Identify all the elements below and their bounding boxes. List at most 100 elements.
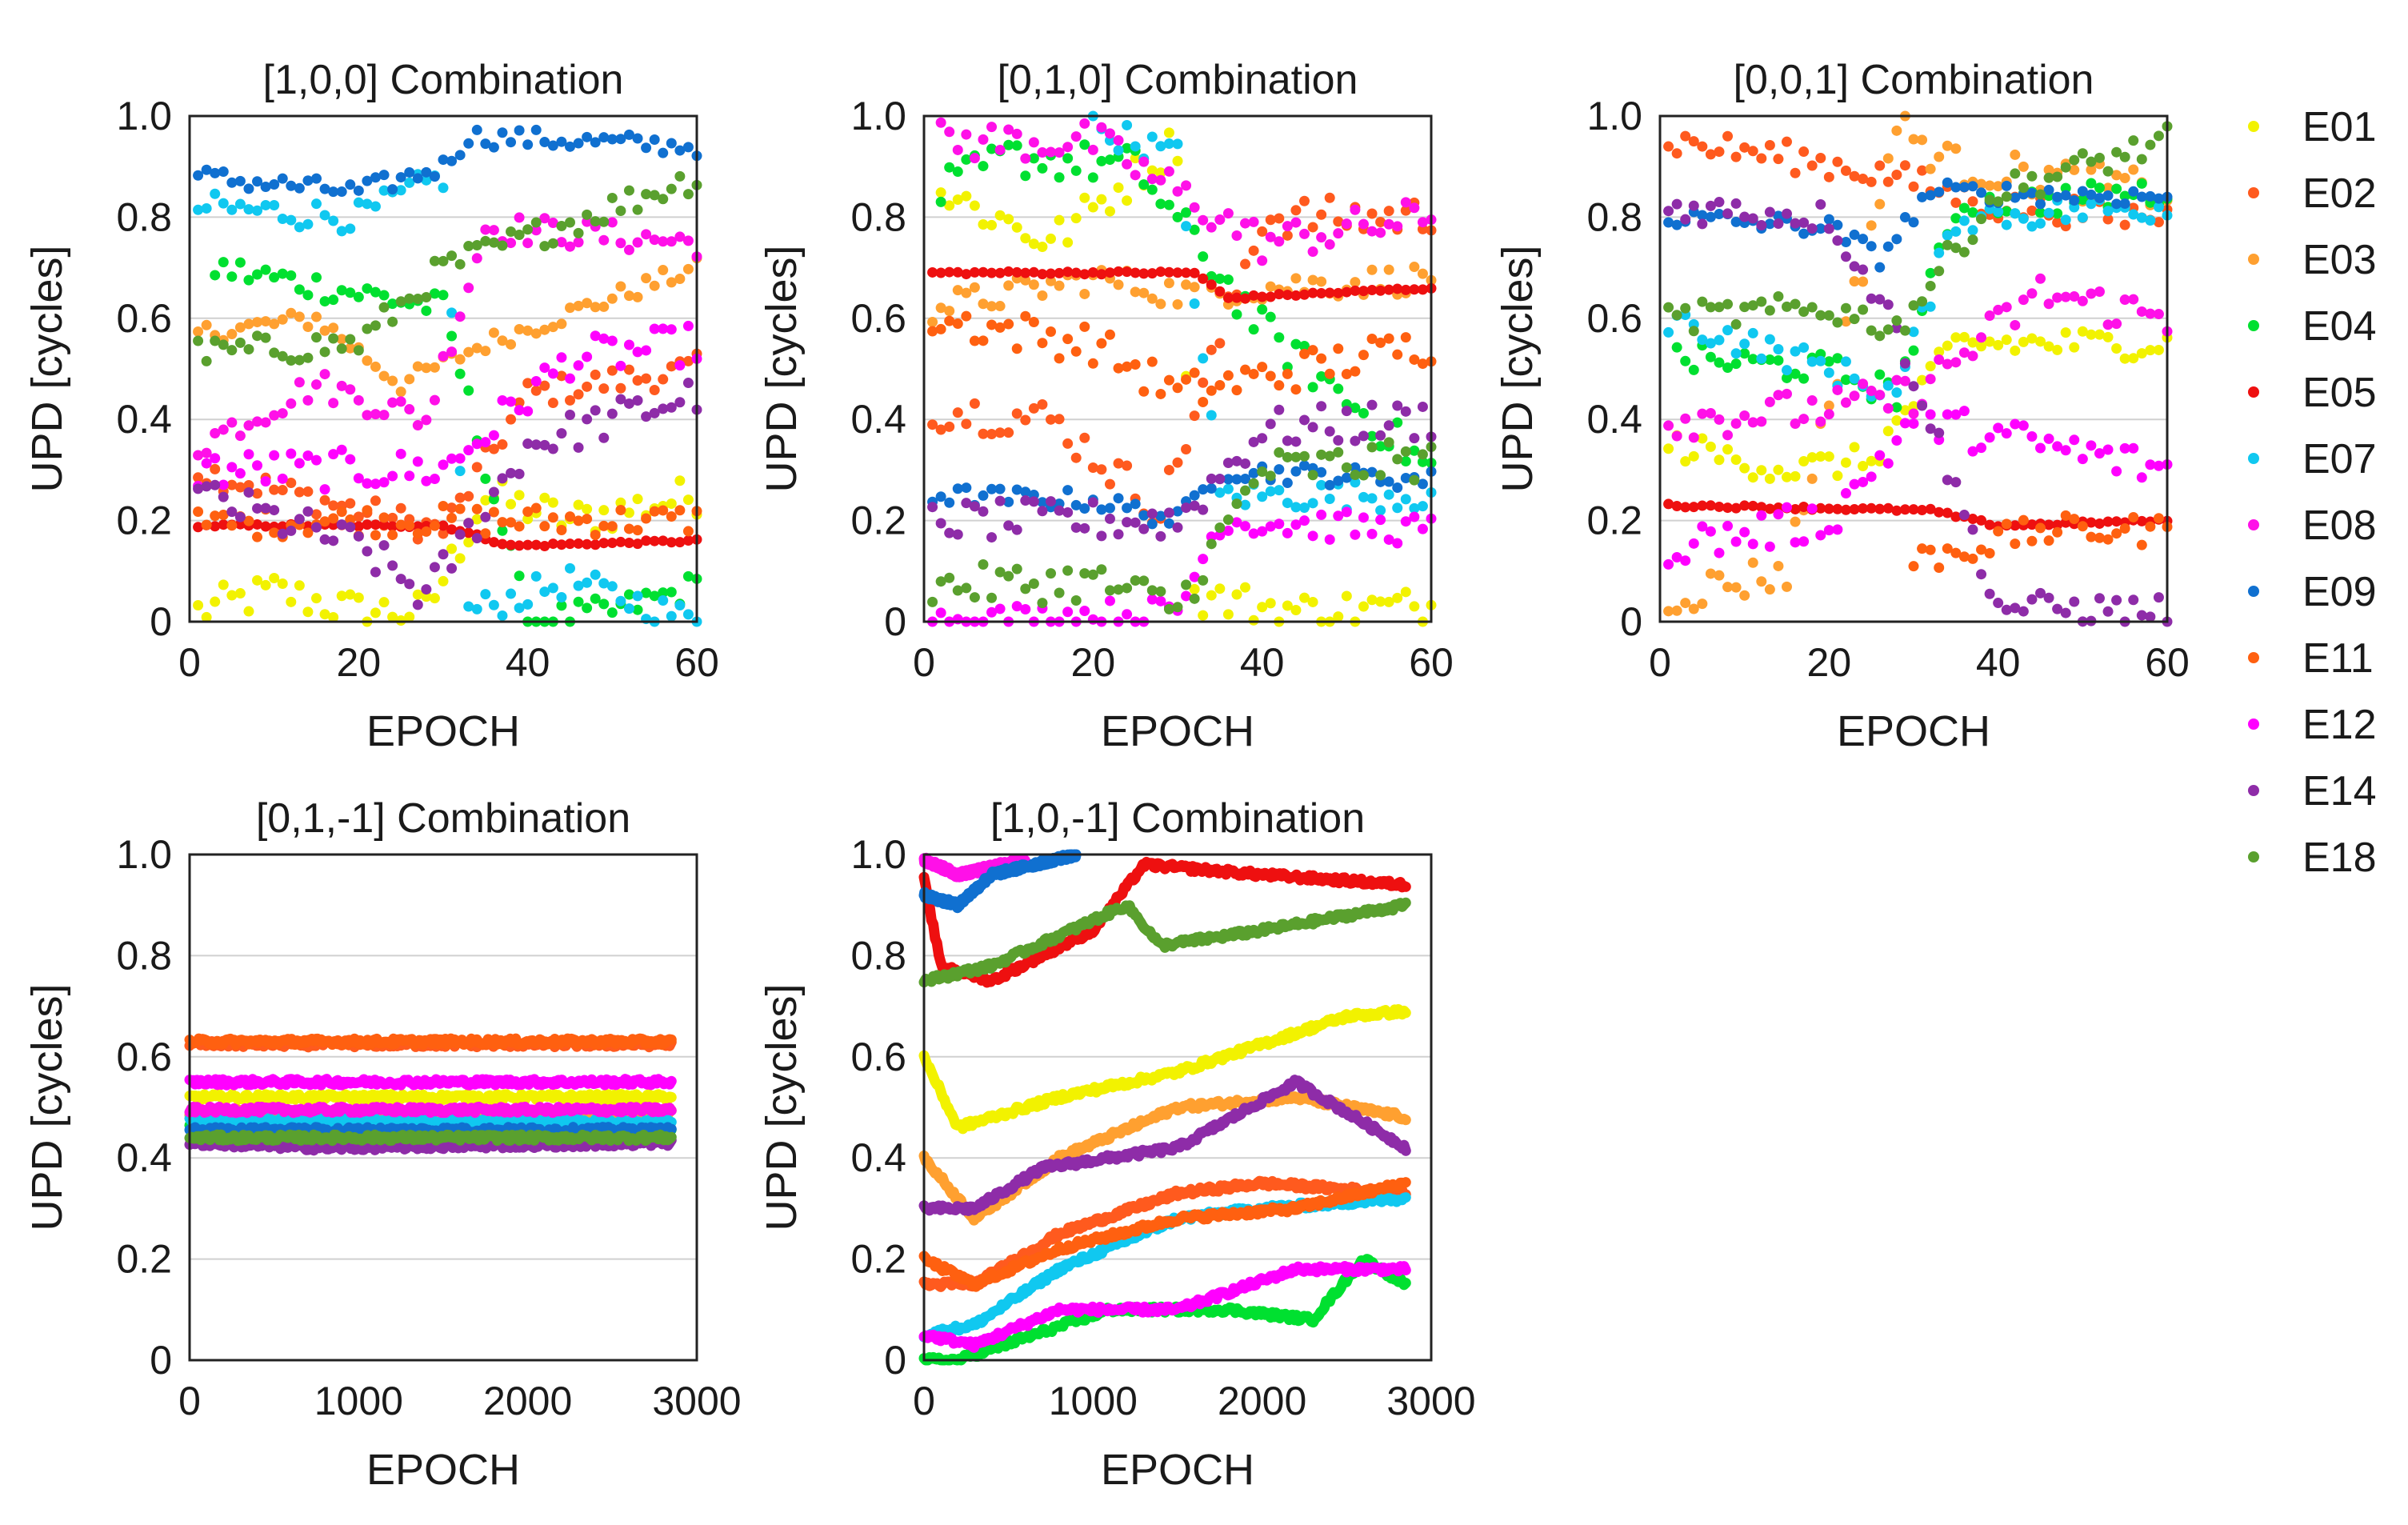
data-point	[210, 428, 221, 439]
data-point	[1874, 160, 1886, 171]
data-point	[1705, 200, 1716, 211]
data-point	[471, 514, 482, 525]
data-point	[1240, 218, 1251, 229]
y-tick-label: 0	[884, 1338, 906, 1383]
data-point	[1782, 581, 1792, 592]
data-point	[565, 302, 575, 314]
data-point	[1104, 502, 1115, 514]
data-point	[454, 311, 466, 322]
data-point	[226, 417, 238, 428]
data-point	[623, 603, 634, 614]
data-point	[2069, 342, 2080, 353]
data-point	[193, 450, 204, 461]
data-point	[1020, 267, 1031, 278]
data-point	[1181, 374, 1192, 385]
data-point	[395, 519, 406, 530]
data-point	[1113, 266, 1124, 277]
data-point	[1967, 514, 1978, 525]
data-point	[582, 381, 593, 392]
data-point	[1806, 395, 1818, 406]
data-point	[1840, 504, 1851, 515]
data-point	[1908, 408, 1919, 419]
data-point	[1798, 414, 1810, 425]
data-point	[2026, 205, 2038, 216]
data-point	[1248, 245, 1259, 256]
data-point	[1823, 451, 1834, 462]
data-point	[1054, 147, 1065, 158]
data-point	[387, 530, 398, 541]
data-point	[1705, 441, 1716, 452]
data-point	[2128, 294, 2139, 305]
data-point	[649, 535, 660, 546]
data-point	[2111, 170, 2122, 181]
data-point	[234, 511, 246, 522]
data-point	[336, 186, 347, 198]
data-point	[2052, 441, 2063, 452]
data-point	[471, 124, 482, 135]
data-point	[1849, 276, 1860, 287]
data-point	[952, 483, 963, 494]
data-point	[1122, 609, 1133, 620]
data-point	[944, 572, 955, 583]
data-point	[986, 143, 998, 154]
data-point	[311, 332, 322, 343]
data-point	[260, 199, 271, 210]
data-point	[539, 439, 550, 450]
data-point	[1730, 358, 1742, 370]
data-point	[1882, 380, 1894, 391]
series-E08	[193, 212, 702, 461]
data-point	[1849, 314, 1860, 325]
data-point	[353, 197, 364, 208]
data-point	[353, 473, 364, 484]
data-point	[1400, 332, 1411, 343]
data-point	[1231, 474, 1242, 485]
data-point	[336, 506, 347, 518]
data-point	[1257, 226, 1268, 237]
data-point	[2128, 164, 2139, 175]
data-point	[674, 231, 686, 242]
data-point	[2077, 454, 2088, 465]
data-point	[961, 418, 972, 430]
data-point	[1316, 288, 1327, 299]
data-point	[1747, 557, 1758, 568]
data-point	[1392, 538, 1403, 549]
data-point	[1714, 209, 1725, 220]
data-point	[226, 479, 238, 490]
data-point	[1697, 210, 1708, 221]
data-point	[1798, 228, 1810, 239]
data-point	[1782, 136, 1792, 147]
data-point	[556, 591, 567, 602]
data-point	[1815, 355, 1826, 366]
x-axis-label: EPOCH	[1101, 707, 1254, 755]
data-point	[530, 385, 542, 396]
data-point	[582, 503, 593, 514]
data-point	[2026, 288, 2038, 299]
data-point	[1891, 322, 1902, 334]
data-point	[429, 394, 440, 406]
data-point	[218, 424, 229, 435]
y-axis-label: UPD [cycles]	[758, 983, 806, 1231]
data-point	[488, 327, 499, 338]
data-point	[497, 240, 508, 251]
data-point	[438, 350, 449, 362]
data-point	[978, 335, 989, 346]
data-point	[1020, 233, 1031, 244]
data-point	[1290, 273, 1302, 284]
data-point	[1798, 342, 1810, 353]
data-point	[573, 138, 584, 149]
data-point	[1815, 502, 1826, 514]
data-point	[193, 170, 204, 181]
data-point	[1950, 182, 1962, 193]
data-point	[210, 270, 221, 281]
data-point	[539, 241, 550, 252]
data-point	[438, 182, 449, 194]
data-point	[573, 499, 584, 510]
data-point	[674, 170, 686, 182]
data-point	[260, 521, 271, 532]
data-point	[1198, 214, 1209, 226]
data-point	[370, 607, 381, 618]
data-point	[1290, 605, 1302, 616]
data-point	[226, 271, 238, 282]
data-point	[1858, 234, 1869, 245]
data-point	[1882, 299, 1894, 310]
